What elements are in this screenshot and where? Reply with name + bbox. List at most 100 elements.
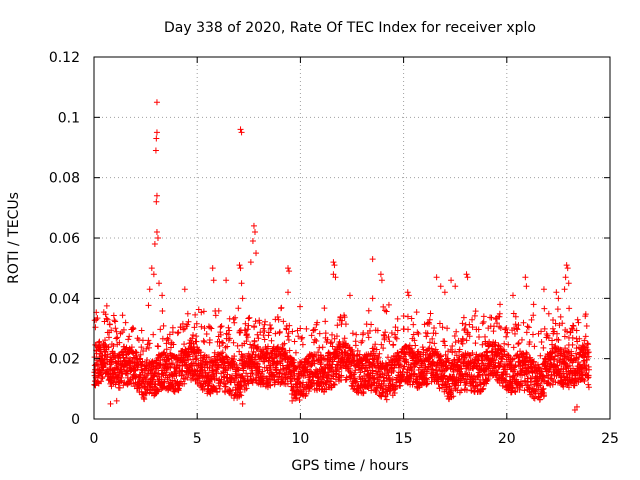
data-point — [265, 329, 272, 336]
data-point — [480, 318, 487, 325]
data-point — [129, 326, 136, 333]
data-point — [514, 326, 521, 333]
data-point — [107, 400, 114, 407]
data-point — [219, 349, 226, 356]
data-point — [159, 292, 166, 299]
data-point — [352, 342, 359, 349]
data-point — [555, 337, 562, 344]
data-point — [330, 259, 337, 266]
data-point — [540, 286, 547, 293]
data-point — [104, 351, 111, 358]
data-point — [285, 289, 292, 296]
data-point — [412, 342, 419, 349]
data-point — [140, 348, 147, 355]
data-point — [175, 385, 182, 392]
data-point — [230, 316, 237, 323]
data-point — [369, 256, 376, 263]
y-axis-label: ROTI / TECUs — [6, 192, 22, 284]
data-point — [333, 367, 340, 374]
data-point — [125, 336, 132, 343]
data-point — [220, 380, 227, 387]
data-point — [316, 383, 323, 390]
y-tick-label: 0.08 — [49, 171, 80, 187]
y-tick-label: 0.12 — [49, 50, 80, 66]
data-point — [425, 346, 432, 353]
data-point — [180, 375, 187, 382]
data-point — [527, 375, 534, 382]
data-point — [356, 351, 363, 358]
data-point — [364, 383, 371, 390]
data-point — [393, 379, 400, 386]
data-point — [102, 361, 109, 368]
data-point — [208, 325, 215, 332]
data-point — [99, 374, 106, 381]
data-point — [569, 322, 576, 329]
data-point — [209, 265, 216, 272]
data-point — [525, 324, 532, 331]
data-point — [496, 310, 503, 317]
data-point — [453, 352, 460, 359]
data-point — [444, 364, 451, 371]
data-point — [239, 374, 246, 381]
data-point — [311, 336, 318, 343]
data-point — [110, 342, 117, 349]
data-point — [263, 364, 270, 371]
data-point — [537, 382, 544, 389]
data-point — [157, 326, 164, 333]
y-tick-labels: 0 0.02 0.04 0.06 0.08 0.1 0.12 — [49, 50, 80, 428]
data-point — [511, 366, 518, 373]
axis-ticks — [93, 56, 611, 420]
data-point — [410, 331, 417, 338]
data-point — [571, 406, 578, 413]
data-point — [441, 372, 448, 379]
data-point — [368, 321, 375, 328]
data-point — [150, 331, 157, 338]
y-tick-label: 0 — [71, 412, 80, 428]
data-point — [515, 322, 522, 329]
data-point — [571, 382, 578, 389]
data-point — [237, 126, 244, 133]
data-point — [333, 333, 340, 340]
data-point — [330, 380, 337, 387]
data-point — [372, 352, 379, 359]
data-point — [423, 376, 430, 383]
data-point — [262, 318, 269, 325]
data-point — [260, 332, 267, 339]
data-point — [512, 313, 519, 320]
data-point — [561, 333, 568, 340]
data-point — [343, 341, 350, 348]
data-point — [464, 274, 471, 281]
data-point — [218, 323, 225, 330]
data-point — [299, 334, 306, 341]
data-point — [108, 327, 115, 334]
data-point — [522, 274, 529, 281]
data-point — [267, 366, 274, 373]
data-point — [161, 378, 168, 385]
data-point — [112, 318, 119, 325]
data-point — [279, 362, 286, 369]
data-point — [376, 350, 383, 357]
data-point — [96, 338, 103, 345]
data-point — [584, 340, 591, 347]
data-point — [230, 339, 237, 346]
data-point — [350, 351, 357, 358]
data-point — [267, 325, 274, 332]
data-point — [219, 339, 226, 346]
data-point — [573, 354, 580, 361]
data-point — [273, 352, 280, 359]
data-point — [537, 352, 544, 359]
data-point — [200, 337, 207, 344]
data-point — [448, 277, 455, 284]
data-point — [303, 325, 310, 332]
data-point — [449, 349, 456, 356]
data-point — [225, 324, 232, 331]
data-point — [297, 303, 304, 310]
data-point — [336, 368, 343, 375]
data-point — [264, 343, 271, 350]
data-point — [450, 368, 457, 375]
data-point — [206, 336, 213, 343]
data-point — [247, 373, 254, 380]
data-point — [212, 312, 219, 319]
data-point — [511, 388, 518, 395]
data-point — [225, 331, 232, 338]
